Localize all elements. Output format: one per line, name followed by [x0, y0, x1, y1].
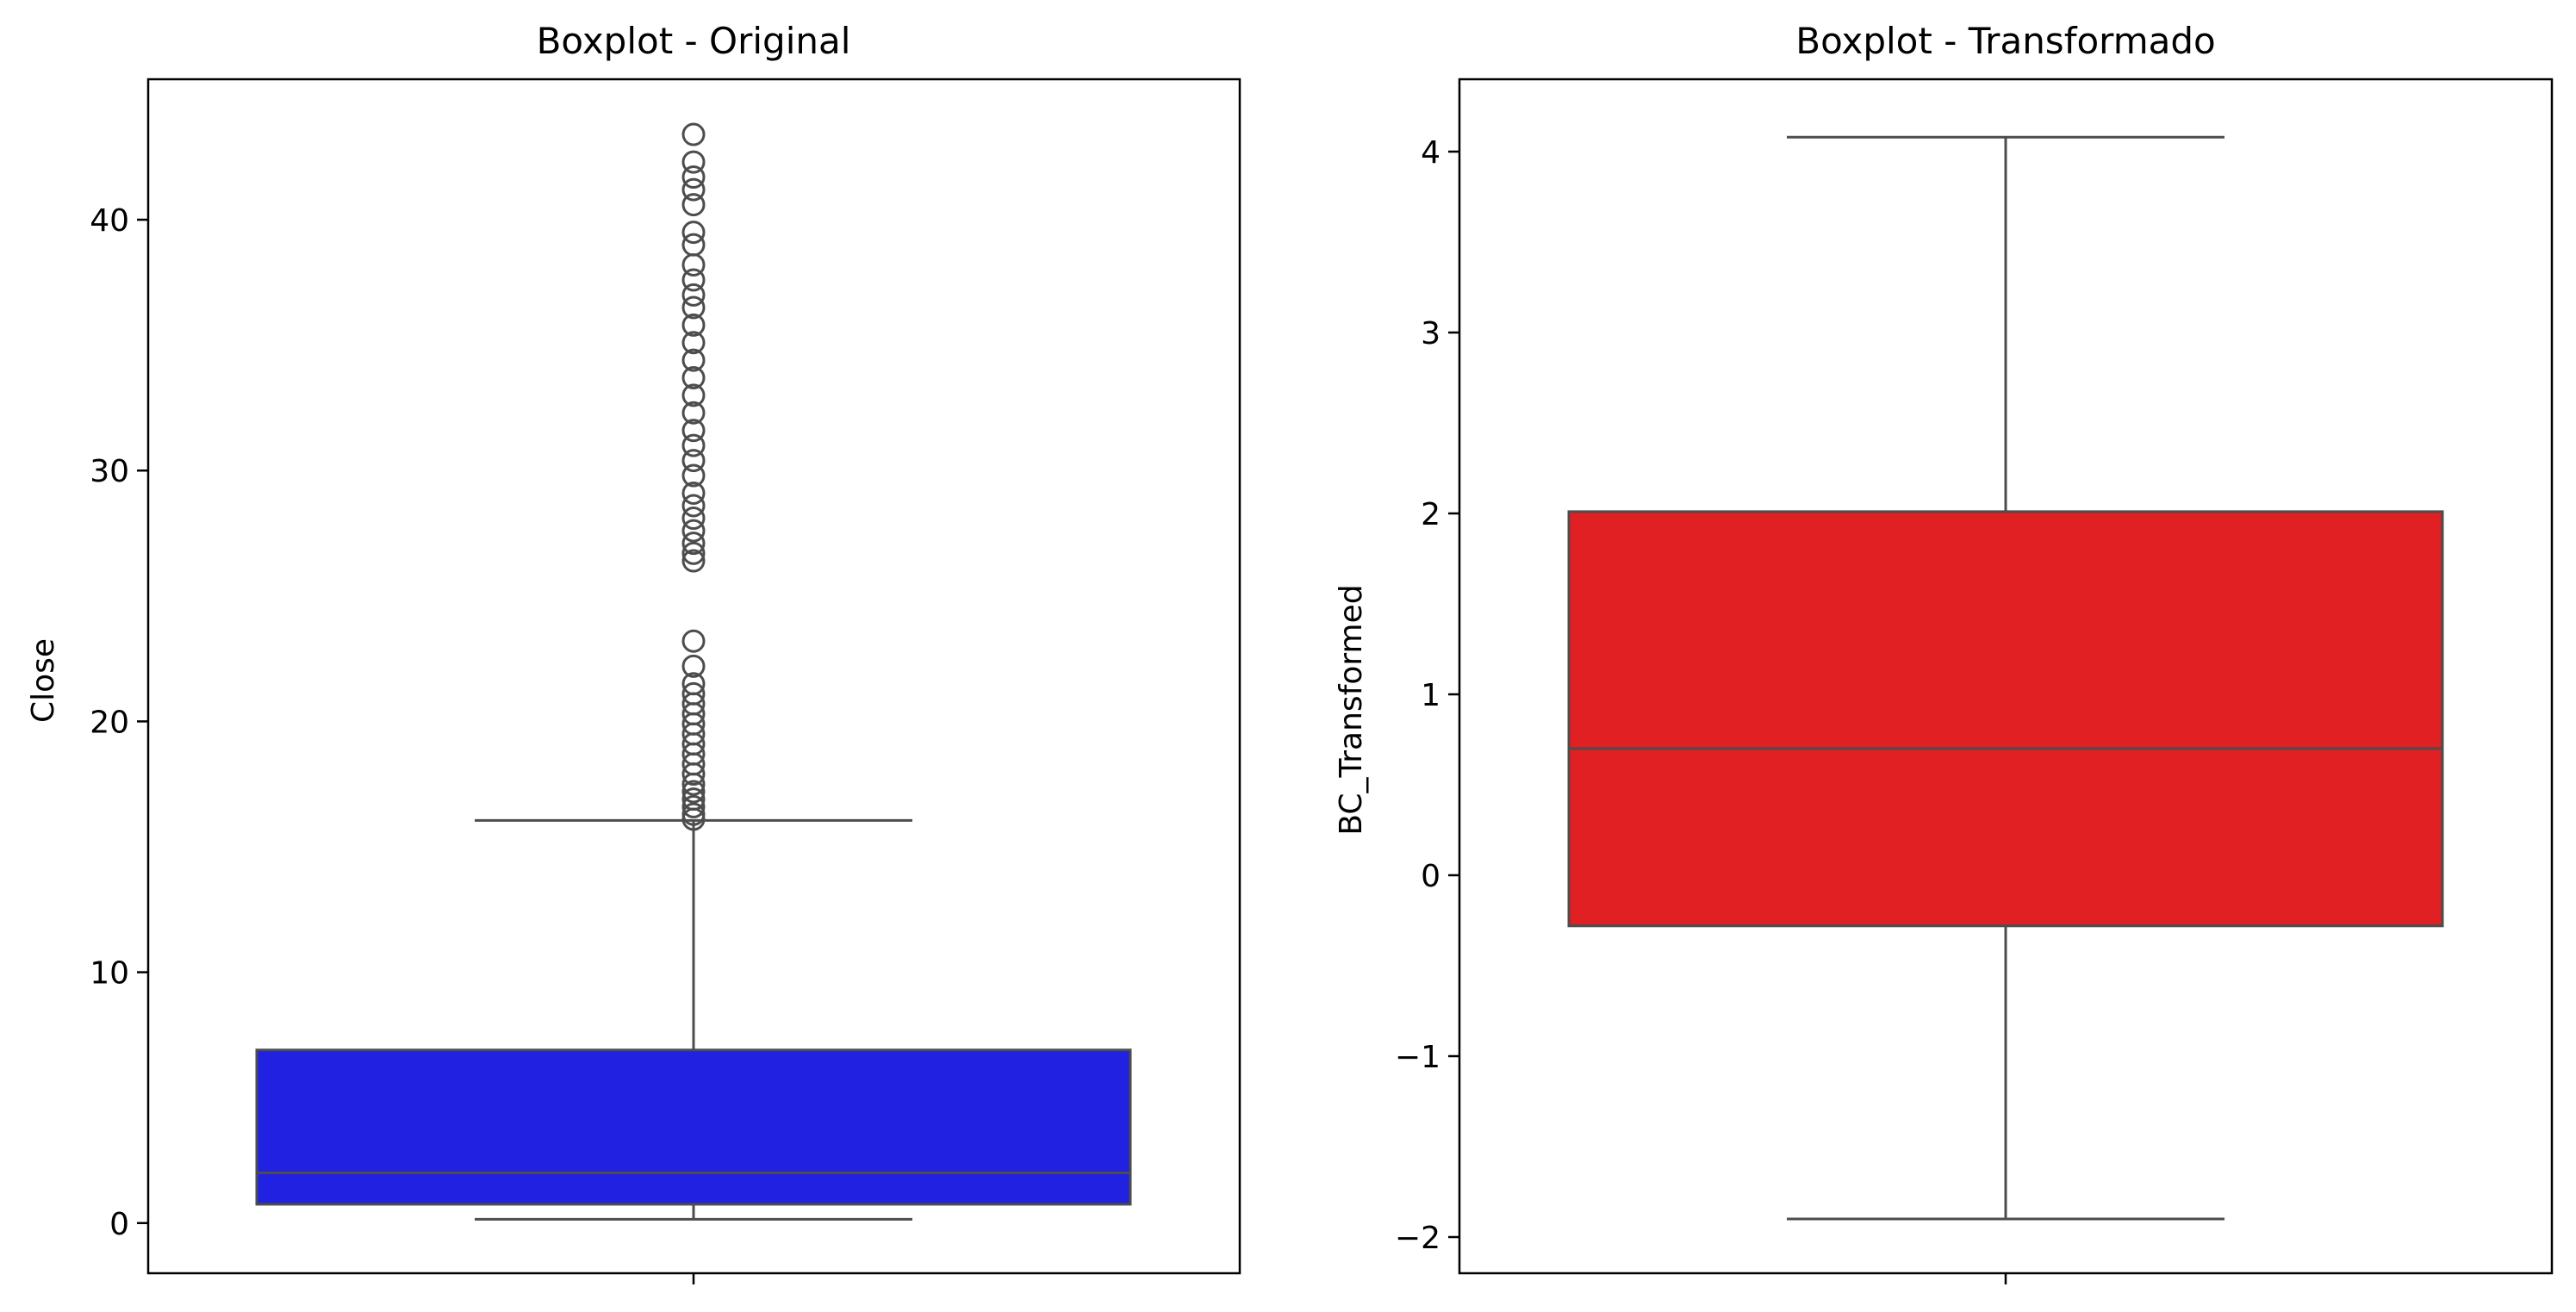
outlier-point: [681, 313, 706, 337]
outlier-point: [681, 331, 706, 355]
y-tick-label: 20: [90, 705, 129, 740]
y-tick-label: 3: [1421, 316, 1440, 351]
outlier-point: [681, 481, 706, 505]
y-tick-label: 30: [90, 454, 129, 489]
y-tick-label: −1: [1395, 1040, 1440, 1075]
outlier-point: [681, 549, 706, 573]
y-tick-label: 0: [109, 1207, 129, 1242]
outlier-point: [681, 165, 706, 190]
outlier-point: [681, 787, 706, 811]
outlier-point: [681, 780, 706, 804]
chart-title-original: Boxplot - Original: [537, 20, 851, 62]
y-tick-label: 10: [90, 956, 129, 992]
y-axis-label-original: Close: [26, 638, 61, 723]
outlier-point: [681, 672, 706, 696]
y-axis-label-transformed: BC_Transformed: [1334, 584, 1369, 835]
outlier-point: [681, 507, 706, 531]
outlier-point: [681, 463, 706, 488]
boxplot-original: [255, 122, 1132, 1221]
outlier-point: [681, 348, 706, 372]
outlier-point: [681, 419, 706, 443]
boxplot-transformed: [1567, 135, 2444, 1221]
outlier-point: [681, 268, 706, 292]
y-tick-label: 2: [1421, 497, 1440, 532]
y-ticks-original: 0 10 20 30 40: [90, 203, 148, 1242]
y-ticks-transformed: −2 −1 0 1 2 3 4: [1395, 135, 1459, 1256]
panel-transformed: Boxplot - Transformado BC_Transformed −2…: [1334, 20, 2554, 1284]
y-tick-label: 4: [1421, 135, 1440, 171]
outlier-point: [681, 449, 706, 473]
outlier-point: [681, 233, 706, 257]
outlier-point: [681, 532, 706, 556]
y-tick-label: −2: [1395, 1221, 1440, 1256]
outlier-point: [681, 193, 706, 217]
outlier-point: [681, 794, 706, 818]
outlier-point: [681, 383, 706, 407]
outlier-point: [681, 295, 706, 320]
outlier-point: [681, 654, 706, 678]
iqr-box: [255, 1048, 1132, 1206]
outlier-point: [681, 802, 706, 826]
iqr-box: [1567, 510, 2444, 928]
y-tick-label: 40: [90, 203, 129, 239]
chart-title-transformed: Boxplot - Transformado: [1795, 20, 2215, 62]
outlier-point: [681, 401, 706, 425]
y-tick-label: 1: [1421, 678, 1440, 713]
outlier-point: [681, 681, 706, 706]
outlier-point: [681, 283, 706, 307]
outlier-point: [681, 494, 706, 518]
outlier-point: [681, 150, 706, 174]
outlier-point: [681, 629, 706, 653]
outlier-point: [681, 366, 706, 389]
panel-original: Boxplot - Original Close 0 10 20 30 40: [26, 20, 1241, 1284]
outlier-point: [681, 541, 706, 565]
outlier-point: [681, 433, 706, 457]
outlier-point: [681, 252, 706, 277]
outlier-point: [681, 519, 706, 543]
outlier-point: [681, 177, 706, 202]
y-tick-label: 0: [1421, 859, 1440, 894]
outlier-point: [681, 122, 706, 146]
outlier-point: [681, 221, 706, 245]
